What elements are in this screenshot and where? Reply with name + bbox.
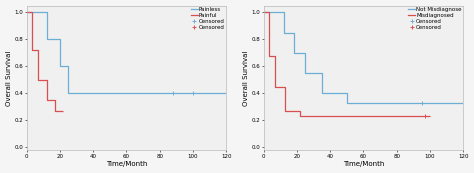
Legend: Painless, Painful, Censored, Censored: Painless, Painful, Censored, Censored — [191, 7, 225, 30]
Legend: Not Misdiagnose, Misdiagnosed, Censored, Censored: Not Misdiagnose, Misdiagnosed, Censored,… — [408, 7, 462, 30]
X-axis label: Time/Month: Time/Month — [106, 161, 147, 167]
Y-axis label: Overall Survival: Overall Survival — [243, 50, 248, 106]
Y-axis label: Overall Survival: Overall Survival — [6, 50, 11, 106]
X-axis label: Time/Month: Time/Month — [343, 161, 384, 167]
